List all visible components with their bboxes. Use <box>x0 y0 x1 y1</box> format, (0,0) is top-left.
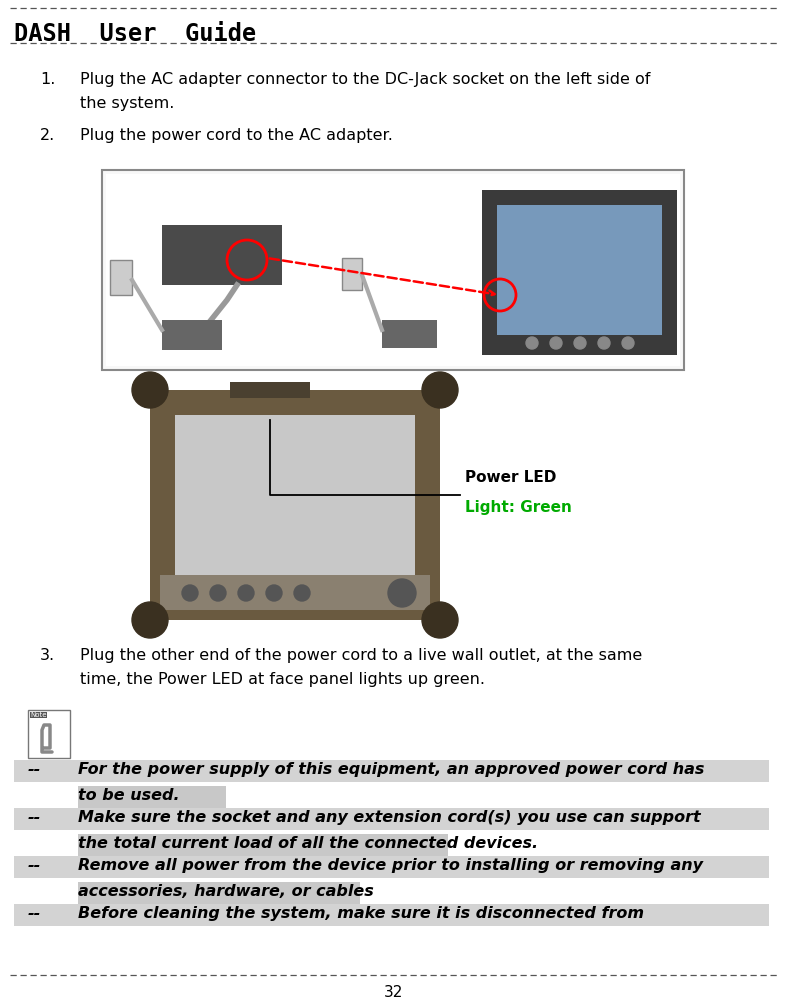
Bar <box>28 710 70 758</box>
Text: Plug the AC adapter connector to the DC-Jack socket on the left side of: Plug the AC adapter connector to the DC-… <box>80 71 650 87</box>
Circle shape <box>574 337 586 349</box>
Bar <box>78 882 360 904</box>
Text: Remove all power from the device prior to installing or removing any: Remove all power from the device prior t… <box>78 858 703 873</box>
Bar <box>162 320 222 350</box>
Text: --: -- <box>28 858 41 873</box>
Text: --: -- <box>28 906 41 921</box>
Bar <box>14 856 769 878</box>
Text: 1.: 1. <box>40 71 55 87</box>
Circle shape <box>238 585 254 601</box>
Text: Light: Green: Light: Green <box>465 500 572 515</box>
Text: --: -- <box>28 762 41 777</box>
Circle shape <box>422 602 458 638</box>
Text: 2.: 2. <box>40 128 55 143</box>
Circle shape <box>388 579 416 607</box>
Circle shape <box>622 337 634 349</box>
Bar <box>14 808 769 830</box>
Circle shape <box>598 337 610 349</box>
Bar <box>106 174 680 366</box>
Text: Make sure the socket and any extension cord(s) you use can support: Make sure the socket and any extension c… <box>78 810 701 825</box>
Circle shape <box>266 585 282 601</box>
Bar <box>150 390 440 620</box>
Text: Before cleaning the system, make sure it is disconnected from: Before cleaning the system, make sure it… <box>78 906 644 921</box>
Bar <box>382 320 437 348</box>
Bar <box>110 260 132 295</box>
Bar <box>342 258 362 290</box>
Circle shape <box>132 602 168 638</box>
Text: to be used.: to be used. <box>78 788 180 803</box>
Text: 3.: 3. <box>40 648 55 663</box>
Circle shape <box>550 337 562 349</box>
Text: Note: Note <box>30 712 47 718</box>
Text: Plug the power cord to the AC adapter.: Plug the power cord to the AC adapter. <box>80 128 393 143</box>
Bar <box>175 415 415 575</box>
Text: DASH  User  Guide: DASH User Guide <box>14 22 256 46</box>
Text: --: -- <box>28 810 41 825</box>
Text: For the power supply of this equipment, an approved power cord has: For the power supply of this equipment, … <box>78 762 705 777</box>
Circle shape <box>132 372 168 408</box>
Text: accessories, hardware, or cables: accessories, hardware, or cables <box>78 884 374 899</box>
Text: the total current load of all the connected devices.: the total current load of all the connec… <box>78 836 538 851</box>
Bar <box>497 205 662 335</box>
Bar <box>14 760 769 782</box>
Text: time, the Power LED at face panel lights up green.: time, the Power LED at face panel lights… <box>80 672 485 687</box>
Bar <box>230 382 310 398</box>
Text: Plug the other end of the power cord to a live wall outlet, at the same: Plug the other end of the power cord to … <box>80 648 642 663</box>
Bar <box>162 225 282 285</box>
Bar <box>78 834 448 856</box>
Bar <box>482 190 677 355</box>
Circle shape <box>210 585 226 601</box>
Circle shape <box>182 585 198 601</box>
Text: Power LED: Power LED <box>465 470 556 485</box>
Bar <box>102 170 684 370</box>
Text: 32: 32 <box>384 985 404 1000</box>
Bar <box>14 904 769 926</box>
Circle shape <box>294 585 310 601</box>
Circle shape <box>526 337 538 349</box>
Circle shape <box>422 372 458 408</box>
Text: the system.: the system. <box>80 96 174 111</box>
Bar <box>160 575 430 610</box>
Bar <box>78 786 226 808</box>
